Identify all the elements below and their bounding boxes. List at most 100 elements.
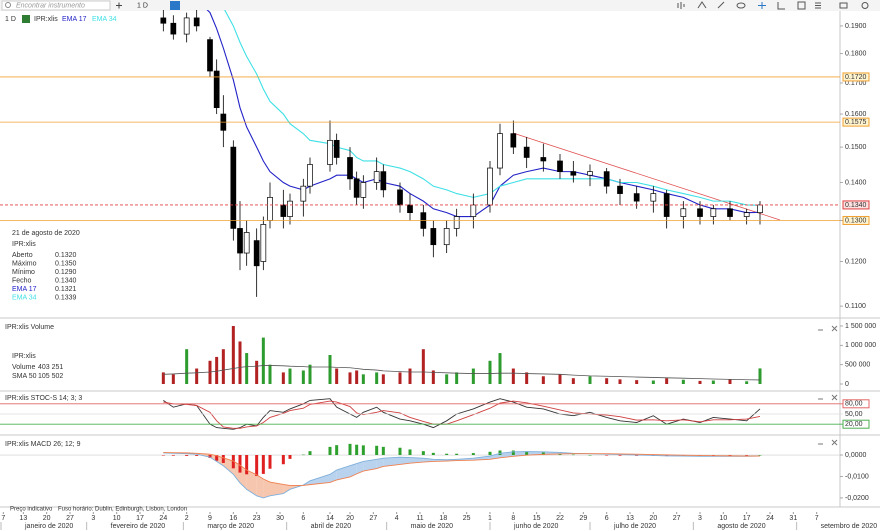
histogram-bar xyxy=(215,455,219,461)
candle-body xyxy=(327,139,333,165)
macd-fill xyxy=(246,470,257,496)
candle-body xyxy=(727,208,733,217)
x-tick-label: 22 xyxy=(556,515,564,522)
info-value: 0.1350 xyxy=(55,260,77,267)
histogram-bar xyxy=(161,455,165,456)
candle-body xyxy=(347,157,353,180)
search-box[interactable] xyxy=(1,0,111,11)
x-tick-label: 7 xyxy=(1,515,5,522)
month-label: agosto de 2020 xyxy=(717,523,765,530)
volume-bar xyxy=(605,378,609,384)
candle-body xyxy=(193,17,200,27)
candle-body xyxy=(280,204,287,217)
level-label-box xyxy=(842,72,870,82)
stochastic-line xyxy=(163,398,761,430)
x-tick-label: 10 xyxy=(719,515,727,522)
candle-body xyxy=(230,146,237,229)
y-tick-label: 0 xyxy=(845,381,849,388)
macd-line xyxy=(163,451,761,499)
candle-body xyxy=(267,196,273,221)
macd-fill xyxy=(383,457,400,467)
candle-body xyxy=(353,178,360,198)
add-button[interactable] xyxy=(116,2,122,9)
histogram-bar xyxy=(471,453,475,456)
candle-body xyxy=(243,232,250,254)
candle-body xyxy=(650,193,657,202)
month-label: abril de 2020 xyxy=(311,523,352,530)
candle-body xyxy=(260,224,267,262)
volume-bar xyxy=(681,379,685,384)
volume-bar xyxy=(361,374,365,384)
macd-fill xyxy=(330,470,337,483)
volume-bar xyxy=(651,380,655,384)
macd-fill xyxy=(240,465,247,490)
x-tick-label: 31 xyxy=(789,515,797,522)
candle-body xyxy=(617,185,623,194)
footer-note: Preço indicativo xyxy=(10,507,53,513)
y-tick-label: 0.1200 xyxy=(845,258,867,265)
histogram-bar xyxy=(171,455,175,456)
info-date: 21 de agosto de 2020 xyxy=(12,230,80,237)
macd-fill xyxy=(410,457,424,464)
candle-body xyxy=(540,157,547,162)
histogram-bar xyxy=(221,455,225,463)
info-label: Volume xyxy=(12,364,35,371)
interval-menu[interactable]: 1 D xyxy=(137,2,148,9)
volume-bar xyxy=(301,370,305,384)
histogram-bar xyxy=(541,452,545,456)
y-tick-label: 0,0000 xyxy=(845,452,867,459)
candle-body xyxy=(397,189,403,206)
level-label: 0.1720 xyxy=(845,74,867,81)
macd-fill xyxy=(233,461,240,483)
volume-bar xyxy=(665,378,669,384)
histogram-bar xyxy=(268,455,272,469)
toolbar-icons[interactable] xyxy=(677,1,869,10)
panel-controls[interactable] xyxy=(818,325,838,446)
macd-fill xyxy=(210,454,217,462)
y-tick-label: 50,00 xyxy=(845,411,863,418)
info-value: 403 251 xyxy=(38,364,63,371)
volume-bar xyxy=(195,368,199,384)
x-tick-label: 6 xyxy=(301,515,305,522)
stochastic-line xyxy=(163,400,761,429)
volume-bar xyxy=(488,360,492,384)
candle-body xyxy=(497,133,503,169)
y-tick-label: 0.1600 xyxy=(845,111,867,118)
macd-fill xyxy=(310,474,330,485)
histogram-bar xyxy=(255,455,259,477)
candle-body xyxy=(213,70,220,109)
symbol-icon xyxy=(22,15,30,23)
x-tick-label: 18 xyxy=(439,515,447,522)
candle-body xyxy=(710,208,717,217)
candle-body xyxy=(300,185,307,202)
volume-bar xyxy=(335,368,339,384)
refresh-button[interactable] xyxy=(170,1,180,10)
volume-bar xyxy=(261,337,265,384)
volume-bar xyxy=(525,372,529,384)
x-tick-label: 27 xyxy=(66,515,74,522)
interval-label: 1 D xyxy=(5,16,16,23)
x-tick-label: 29 xyxy=(579,515,587,522)
volume-bar xyxy=(455,372,459,384)
info-label: Mínimo xyxy=(12,269,35,276)
candle-body xyxy=(443,228,450,246)
ema-line xyxy=(224,10,761,206)
histogram-bar xyxy=(618,455,622,456)
search-placeholder: Encontrar instrumento xyxy=(16,2,85,9)
info-label: Máximo xyxy=(12,260,37,267)
x-tick-label: 1 xyxy=(488,515,492,522)
volume-bar xyxy=(698,380,702,384)
macd-fill xyxy=(400,457,410,465)
info-label: Fecho xyxy=(12,277,32,284)
volume-bar xyxy=(728,379,732,384)
y-tick-label: 0.1500 xyxy=(845,144,867,151)
trendline[interactable] xyxy=(512,132,781,221)
x-tick-label: 9 xyxy=(208,515,212,522)
x-tick-label: 3 xyxy=(91,515,95,522)
histogram-bar xyxy=(308,451,312,456)
plot-area xyxy=(160,10,763,297)
volume-bar xyxy=(558,374,562,384)
macd-line xyxy=(163,451,760,486)
x-tick-label: 3 xyxy=(698,515,702,522)
y-tick-label: -0,0200 xyxy=(845,495,869,502)
